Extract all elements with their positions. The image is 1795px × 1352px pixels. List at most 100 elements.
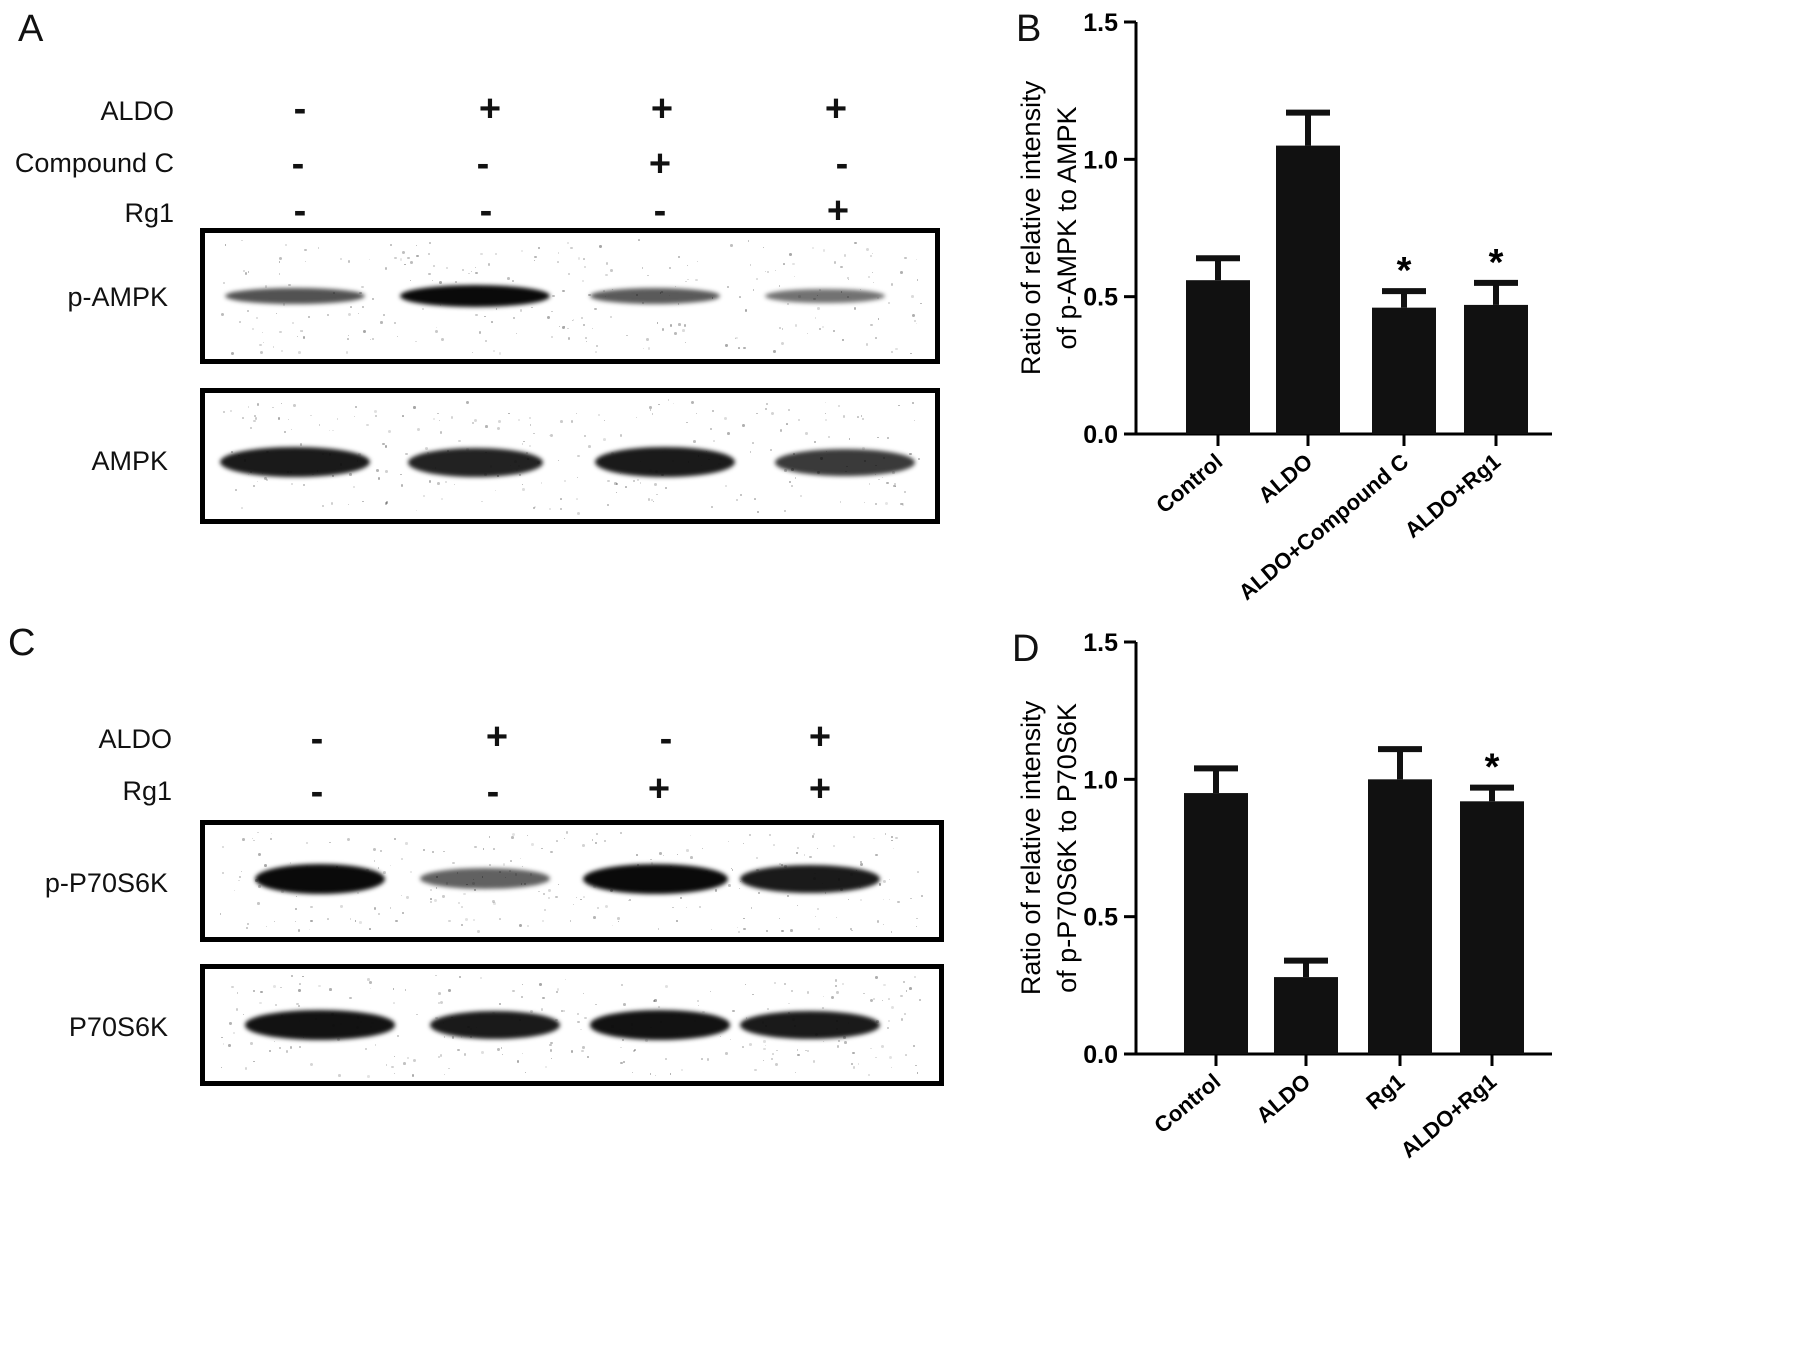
blot-speckle (401, 484, 403, 486)
blot-speckle (895, 348, 897, 350)
blot-speckle (881, 1045, 884, 1048)
blot-speckle (668, 399, 669, 400)
blot-speckle (825, 402, 826, 403)
blot-speckle (484, 316, 485, 317)
blot-speckle (496, 308, 497, 309)
blot-speckle (838, 1040, 840, 1042)
blot-speckle (873, 282, 874, 283)
blot-speckle (363, 330, 366, 333)
blot-speckle (481, 501, 483, 503)
blot-speckle (658, 928, 660, 930)
blot-speckle (665, 985, 668, 988)
blot-speckle (685, 281, 686, 282)
blot-speckle (448, 920, 451, 923)
blot-speckle (291, 483, 293, 485)
blot-speckle (787, 303, 789, 305)
blot-speckle (577, 455, 580, 458)
blot-speckle (329, 842, 330, 843)
blot-speckle (349, 473, 352, 476)
blot-speckle (308, 316, 310, 318)
blot-speckle (520, 309, 522, 311)
blot-speckle (632, 1072, 633, 1073)
blot-speckle (551, 311, 553, 313)
blot-speckle (452, 1036, 455, 1039)
blot-speckle (402, 912, 404, 914)
blot-speckle (779, 918, 781, 920)
y-tick-label: 0.5 (1083, 284, 1118, 312)
blot-speckle (567, 328, 569, 330)
blot-speckle (583, 324, 585, 326)
blot-speckle (788, 409, 790, 411)
blot-speckle (904, 1013, 906, 1015)
blot-speckle (753, 289, 755, 291)
blot-speckle (346, 351, 348, 353)
blot-speckle (581, 1050, 583, 1052)
blot-speckle (380, 321, 382, 323)
blot-speckle (592, 328, 593, 329)
blot-speckle (836, 991, 839, 994)
blot-speckle (915, 1065, 916, 1066)
blot-speckle (474, 889, 475, 890)
blot-speckle (581, 317, 583, 319)
blot-speckle (254, 415, 256, 417)
blot-speckle (677, 854, 678, 855)
blot-speckle (441, 338, 444, 341)
blot-speckle (568, 337, 571, 340)
blot-speckle (284, 431, 286, 433)
blot-speckle (557, 261, 559, 263)
blot-speckle (522, 984, 523, 985)
blot-speckle (347, 838, 350, 841)
blot-speckle (596, 833, 598, 835)
blot-speckle (423, 495, 425, 497)
blot-speckle (440, 1054, 443, 1057)
blot-speckle (875, 1057, 877, 1059)
blot-speckle (370, 339, 371, 340)
blot-speckle (519, 924, 522, 927)
sign-c-aldo-2: + (477, 718, 517, 756)
blot-speckle (895, 837, 898, 840)
blot-speckle (784, 983, 786, 985)
blot-speckle (564, 326, 565, 327)
blot-speckle (805, 432, 808, 435)
blot-speckle (889, 899, 890, 900)
blot-speckle (242, 838, 245, 841)
blot-speckle (690, 856, 693, 859)
blot-speckle (348, 335, 349, 336)
blot-speckle (817, 848, 819, 850)
panel-letter-a: A (18, 8, 43, 51)
blot-speckle (756, 278, 758, 280)
blot-speckle (749, 1043, 752, 1046)
blot-band (583, 864, 728, 894)
blot-speckle (495, 253, 498, 256)
blot-speckle (864, 502, 865, 503)
blot-speckle (465, 918, 468, 921)
blot-speckle (394, 838, 396, 840)
blot-speckle (541, 848, 542, 849)
blot-speckle (851, 1063, 853, 1065)
blot-speckle (404, 264, 405, 265)
blot-speckle (480, 977, 482, 979)
blot-speckle (236, 1008, 238, 1010)
blot-speckle (221, 1037, 222, 1038)
blot-speckle (405, 989, 406, 990)
blot-speckle (271, 833, 272, 834)
blot-speckle (304, 249, 306, 251)
blot-speckle (751, 907, 752, 908)
blot-speckle (281, 403, 282, 404)
blot-speckle (891, 836, 893, 838)
blot-speckle (917, 1072, 919, 1074)
blot-speckle (525, 1072, 527, 1074)
sign-a-compoundc-2: - (463, 145, 503, 183)
blot-speckle (440, 1001, 443, 1004)
blot-speckle (771, 1058, 773, 1060)
blot-speckle (480, 253, 482, 255)
blot-p-p70s6k (200, 820, 944, 942)
blot-speckle (882, 1000, 883, 1001)
blot-speckle (383, 871, 386, 874)
sign-a-rg1-1: - (280, 192, 320, 230)
blot-speckle (797, 1054, 800, 1057)
blot-speckle (878, 318, 879, 319)
blot-speckle (594, 308, 597, 311)
blot-speckle (807, 333, 808, 334)
blot-speckle (682, 329, 685, 332)
